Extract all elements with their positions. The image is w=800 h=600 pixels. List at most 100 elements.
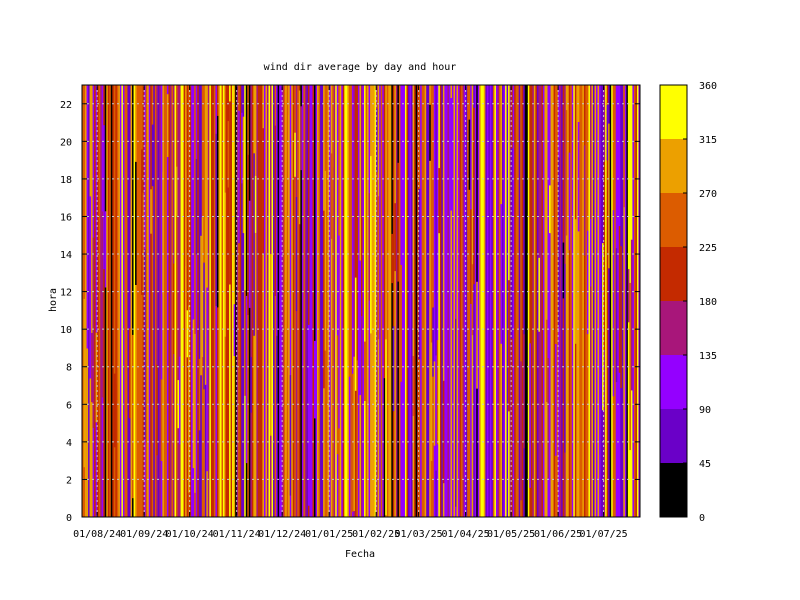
heatmap-column: [467, 85, 470, 517]
heatmap-segment: [198, 358, 201, 431]
heatmap-segment: [313, 340, 317, 419]
heatmap-segment: [324, 170, 327, 351]
heatmap-column: [436, 85, 439, 517]
heatmap-column: [94, 85, 97, 517]
heatmap-column: [529, 85, 532, 517]
heatmap-column: [364, 85, 367, 517]
heatmap-column: [468, 85, 471, 517]
heatmap-column: [512, 85, 515, 517]
heatmap-column: [611, 85, 614, 517]
colorbar-band: [660, 463, 687, 517]
heatmap-column: [371, 85, 374, 517]
heatmap-column: [332, 85, 335, 517]
heatmap-column: [398, 85, 402, 517]
heatmap-column: [127, 85, 130, 517]
heatmap-segment: [82, 386, 85, 517]
heatmap-column: [317, 85, 320, 517]
heatmap-column: [115, 85, 118, 517]
heatmap-segment: [270, 253, 273, 436]
heatmap-column: [168, 85, 171, 517]
y-tick-label: 10: [60, 325, 72, 336]
heatmap-column: [282, 85, 285, 517]
heatmap-segment: [470, 209, 473, 304]
heatmap-column: [483, 85, 486, 517]
heatmap-column: [262, 85, 265, 517]
heatmap-segment: [116, 281, 119, 385]
x-tick-label: 01/09/24: [120, 529, 168, 540]
heatmap-column: [395, 85, 398, 517]
heatmap-column: [163, 85, 166, 517]
heatmap-column: [533, 85, 536, 517]
heatmap-segment: [179, 356, 182, 445]
heatmap-segment: [567, 291, 570, 346]
heatmap-column: [113, 85, 116, 517]
heatmap-segment: [455, 318, 458, 507]
heatmap-column: [320, 85, 323, 517]
heatmap-segment: [333, 167, 336, 250]
heatmap-column: [230, 85, 233, 517]
heatmap-column: [341, 85, 344, 517]
heatmap-column: [174, 85, 177, 517]
y-tick-label: 22: [60, 100, 72, 111]
heatmap-column: [589, 85, 593, 517]
heatmap-segment: [555, 344, 558, 456]
heatmap-segment: [471, 264, 474, 336]
heatmap-segment: [185, 266, 188, 404]
heatmap-column: [573, 85, 576, 517]
heatmap-segment: [562, 242, 565, 299]
x-tick-label: 01/08/24: [73, 529, 121, 540]
heatmap-segment: [254, 175, 257, 233]
heatmap-column: [456, 85, 459, 517]
x-tick-label: 01/10/24: [166, 529, 214, 540]
x-axis-label: Fecha: [345, 549, 375, 560]
heatmap-column: [380, 85, 383, 517]
heatmap-column: [310, 85, 314, 517]
x-tick-label: 01/01/25: [305, 529, 353, 540]
heatmap-column: [547, 85, 550, 517]
heatmap-column: [579, 85, 582, 517]
heatmap-column: [223, 85, 226, 517]
heatmap-column: [279, 85, 282, 517]
heatmap-column: [171, 85, 174, 517]
heatmap-column: [539, 85, 543, 517]
heatmap-column: [160, 85, 163, 517]
heatmap-column: [453, 85, 456, 517]
heatmap-column: [192, 85, 195, 517]
heatmap-column: [502, 85, 505, 517]
heatmap-segment: [635, 95, 638, 270]
y-tick-label: 16: [60, 212, 72, 223]
y-axis: 0 2 4 6 8 10 12 14 16 18 20 22: [60, 100, 640, 524]
heatmap-column: [336, 85, 339, 517]
heatmap-column: [541, 85, 544, 517]
x-tick-label: 01/05/25: [487, 529, 535, 540]
heatmap-segment: [500, 204, 503, 344]
heatmap-segment: [356, 360, 359, 517]
heatmap-column: [592, 85, 596, 517]
heatmap-segment: [400, 265, 403, 382]
heatmap-column: [298, 85, 301, 517]
heatmap-column: [505, 85, 508, 517]
heatmap-segment: [627, 269, 630, 323]
heatmap-column: [263, 85, 267, 517]
heatmap-column: [154, 85, 157, 517]
heatmap-column: [98, 85, 101, 517]
heatmap-segment: [392, 326, 395, 412]
heatmap-segment: [615, 248, 618, 383]
heatmap-column: [198, 85, 201, 517]
heatmap-column: [335, 85, 338, 517]
heatmap-segment: [307, 324, 311, 506]
heatmap-column: [465, 85, 468, 517]
heatmap-column: [520, 85, 523, 517]
heatmap-column: [633, 85, 637, 517]
heatmap-column: [165, 85, 168, 517]
heatmap-segment: [608, 123, 611, 269]
heatmap-column: [482, 85, 485, 517]
heatmap-column: [455, 85, 458, 517]
heatmap-segment: [348, 376, 351, 516]
colorbar-tick-label: 135: [699, 351, 717, 362]
heatmap-segment: [511, 148, 514, 339]
heatmap-column: [242, 85, 245, 517]
heatmap-column: [621, 85, 624, 517]
heatmap-column: [404, 85, 408, 517]
